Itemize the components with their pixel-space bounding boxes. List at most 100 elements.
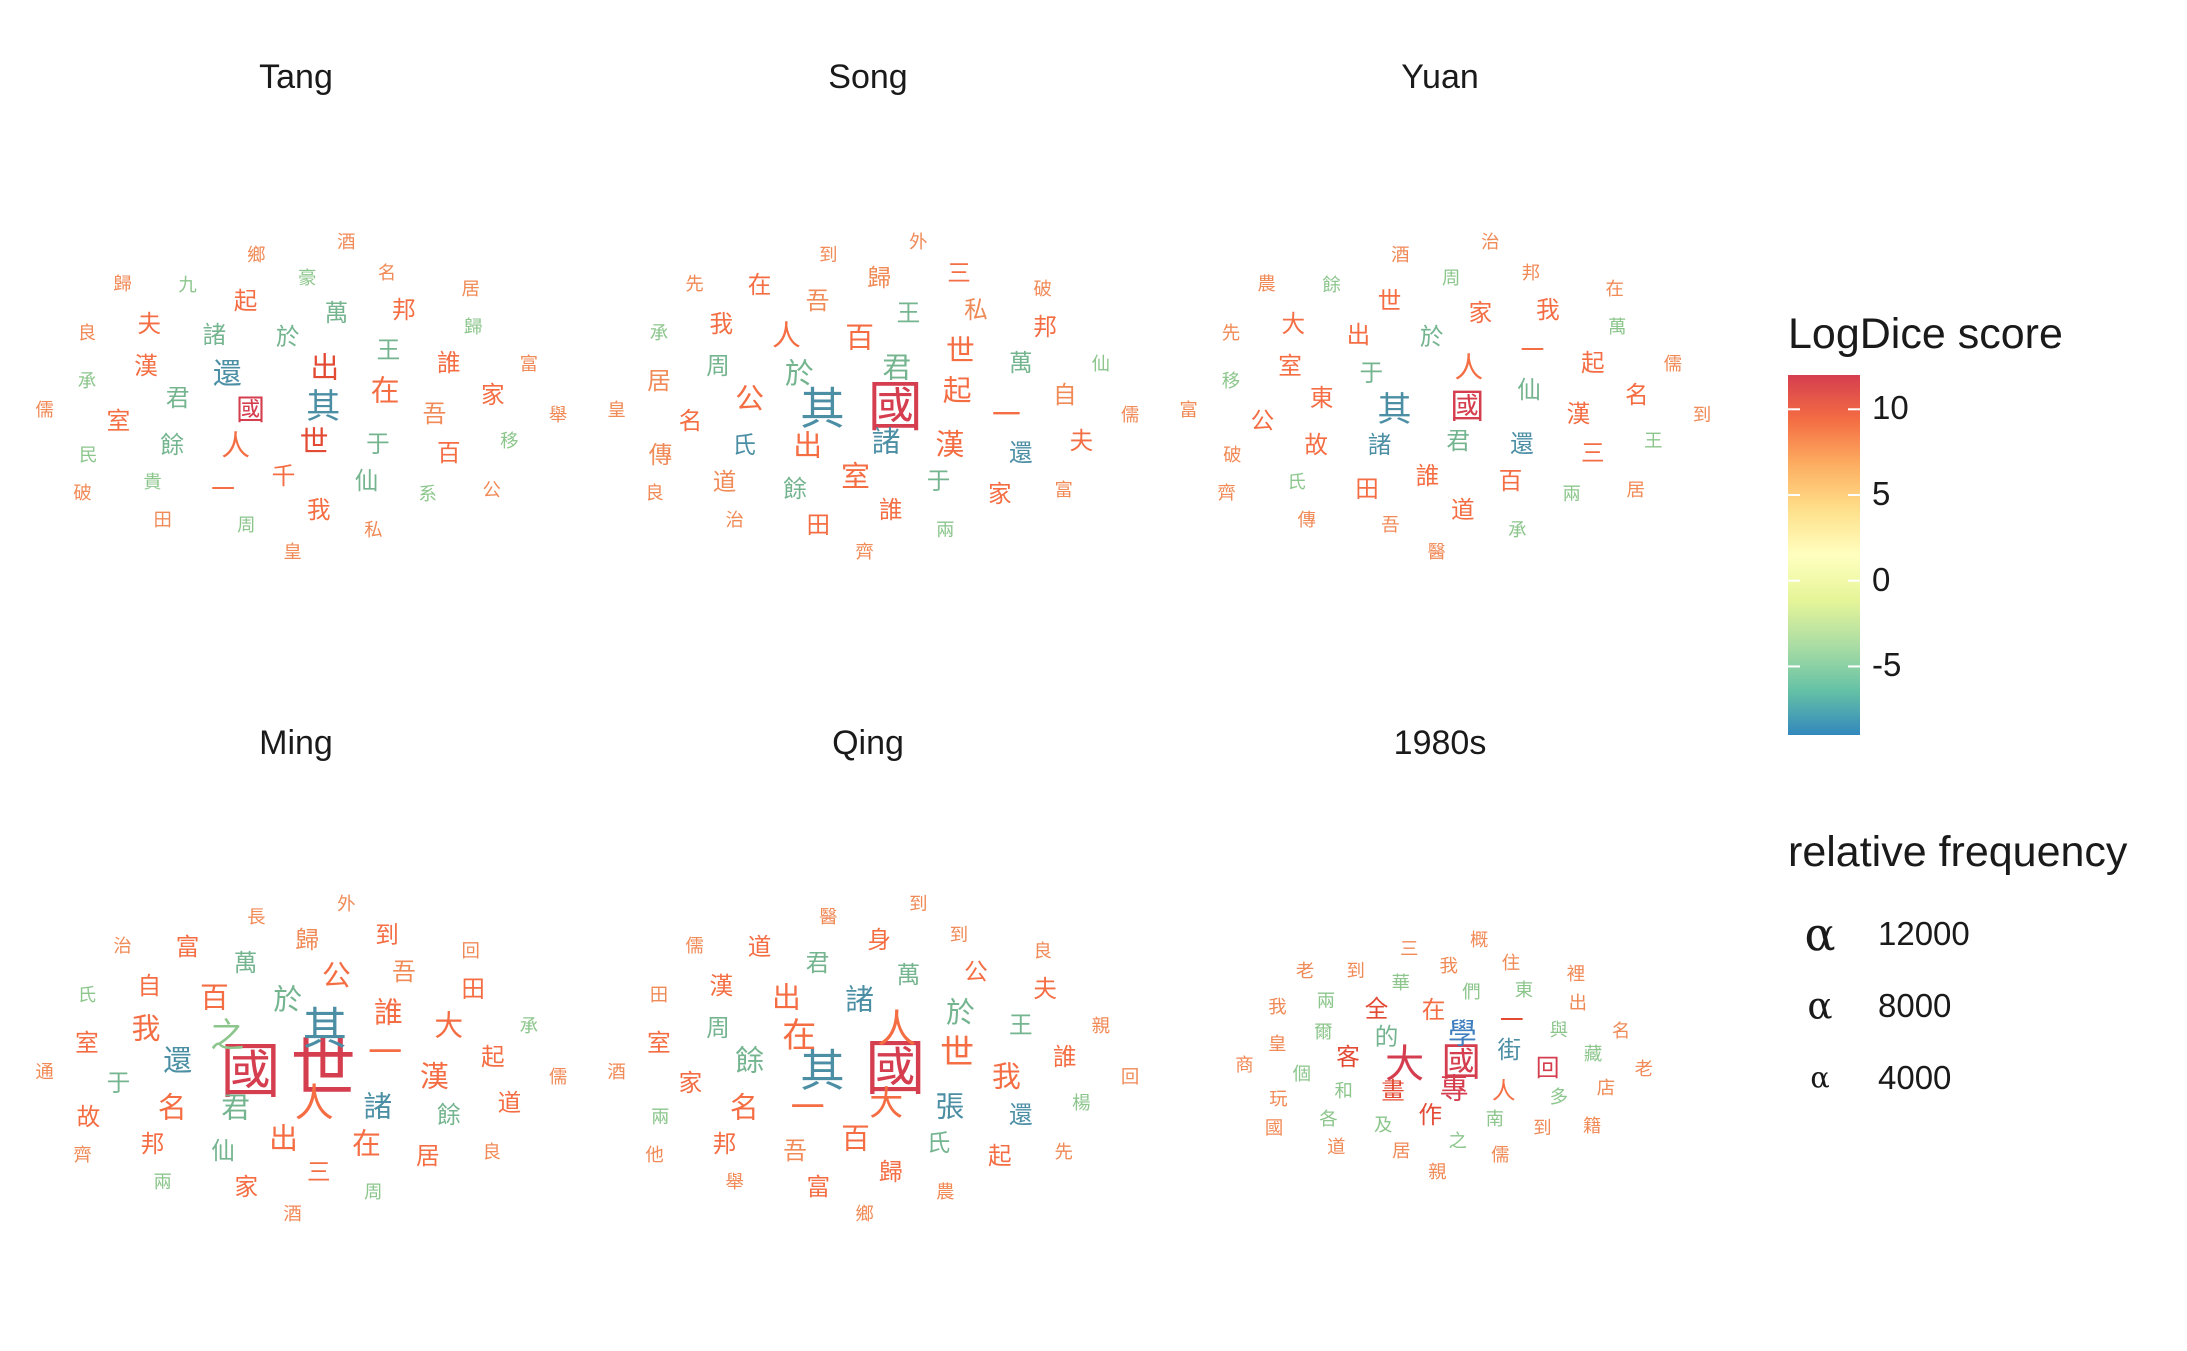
word-song-5: 于 xyxy=(926,467,951,496)
word-tang-24: 漢 xyxy=(134,351,158,380)
word-1980s-45: 老 xyxy=(1295,960,1315,982)
word-yuan-8: 於 xyxy=(1419,323,1444,352)
word-song-11: 承 xyxy=(649,322,669,344)
word-1980s-32: 儒 xyxy=(1490,1145,1510,1166)
word-tang-30: 富 xyxy=(519,353,539,375)
word-1980s-33: 我 xyxy=(1268,996,1287,1018)
size-legend-glyph: α xyxy=(1810,1060,1830,1095)
word-tang-25: 在 xyxy=(370,373,400,408)
word-qing-16: 到 xyxy=(949,924,969,946)
word-yuan-35: 富 xyxy=(1179,399,1198,421)
word-yuan-20: 誰 xyxy=(1415,461,1440,490)
word-ming-7: 萬 xyxy=(233,948,258,977)
word-1980s-5: 南 xyxy=(1485,1108,1505,1130)
word-yuan-16: 東 xyxy=(1309,384,1334,413)
word-qing-42: 一 xyxy=(790,1087,825,1128)
word-yuan-13: 還 xyxy=(1510,430,1534,459)
word-tang-35: 室 xyxy=(106,407,131,436)
word-song-23: 漢 xyxy=(935,427,965,462)
word-ming-26: 自 xyxy=(137,972,162,1001)
word-qing-33: 室 xyxy=(647,1029,671,1058)
word-tang-41: 人 xyxy=(221,428,251,463)
word-song-32: 富 xyxy=(1054,480,1073,502)
word-yuan-48: 齊 xyxy=(1217,483,1236,505)
color-legend-tick-label: 0 xyxy=(1872,560,1891,598)
size-legend-label: 4000 xyxy=(1878,1059,1952,1096)
word-ming-12: 于 xyxy=(106,1069,131,1098)
word-tang-20: 萬 xyxy=(324,299,349,328)
word-ming-0: 世 xyxy=(290,1030,356,1107)
word-yuan-9: 兩 xyxy=(1562,483,1581,505)
word-ming-45: 儒 xyxy=(548,1066,568,1088)
word-tang-1: 出 xyxy=(310,350,340,385)
word-qing-37: 親 xyxy=(1091,1015,1111,1037)
word-ming-23: 長 xyxy=(247,906,266,928)
word-tang-37: 我 xyxy=(306,496,331,525)
word-tang-44: 家 xyxy=(481,381,505,410)
word-yuan-1: 其 xyxy=(1377,389,1412,430)
word-tang-9: 系 xyxy=(418,483,437,505)
word-yuan-26: 儒 xyxy=(1663,353,1683,375)
word-1980s-23: 出 xyxy=(1568,992,1588,1014)
word-qing-48: 他 xyxy=(645,1145,664,1167)
word-qing-36: 富 xyxy=(806,1173,831,1201)
word-ming-9: 餘 xyxy=(436,1100,461,1129)
word-1980s-20: 我 xyxy=(1439,956,1458,978)
word-qing-14: 還 xyxy=(1008,1100,1033,1129)
word-yuan-46: 名 xyxy=(1625,381,1649,410)
word-qing-21: 誰 xyxy=(1053,1043,1077,1072)
word-yuan-44: 農 xyxy=(1257,273,1276,295)
word-yuan-15: 王 xyxy=(1644,430,1663,452)
word-1980s-41: 全 xyxy=(1364,995,1389,1024)
word-song-44: 先 xyxy=(685,273,704,295)
word-qing-38: 舉 xyxy=(725,1171,744,1193)
word-ming-19: 百 xyxy=(200,980,229,1015)
word-1980s-0: 國 xyxy=(1441,1040,1481,1086)
word-1980s-29: 玩 xyxy=(1269,1088,1288,1110)
word-yuan-45: 大 xyxy=(1281,310,1306,339)
word-1980s-46: 老 xyxy=(1634,1058,1654,1080)
word-qing-45: 儒 xyxy=(685,935,704,957)
word-yuan-17: 破 xyxy=(1223,444,1242,466)
word-tang-23: 還 xyxy=(212,356,242,391)
word-ming-18: 出 xyxy=(269,1121,298,1156)
facet-title-song: Song xyxy=(828,58,908,96)
word-yuan-33: 田 xyxy=(1355,475,1379,504)
word-yuan-27: 家 xyxy=(1468,299,1493,328)
word-1980s-10: 學 xyxy=(1448,1016,1477,1051)
word-song-22: 百 xyxy=(845,320,875,355)
word-song-1: 其 xyxy=(800,383,845,435)
color-legend-title: LogDice score xyxy=(1788,310,2063,358)
word-song-46: 良 xyxy=(645,483,664,505)
word-1980s-48: 國 xyxy=(1264,1117,1284,1139)
word-1980s-40: 商 xyxy=(1235,1055,1254,1077)
word-ming-35: 室 xyxy=(75,1029,99,1058)
word-qing-8: 張 xyxy=(935,1089,965,1124)
word-ming-30: 歸 xyxy=(295,926,319,955)
word-song-6: 周 xyxy=(706,351,730,380)
word-song-25: 公 xyxy=(735,381,765,416)
word-1980s-4: 們 xyxy=(1462,982,1481,1004)
word-qing-34: 田 xyxy=(649,984,669,1006)
word-yuan-36: 世 xyxy=(1377,286,1402,315)
word-song-28: 歸 xyxy=(867,264,891,293)
word-qing-24: 我 xyxy=(992,1059,1021,1094)
word-ming-39: 治 xyxy=(113,935,132,957)
word-ming-17: 誰 xyxy=(373,995,403,1030)
word-ming-36: 田 xyxy=(461,975,486,1004)
word-ming-5: 於 xyxy=(273,982,303,1017)
word-tang-15: 千 xyxy=(271,461,296,490)
word-ming-42: 大 xyxy=(434,1008,464,1043)
word-qing-15: 家 xyxy=(678,1069,703,1098)
word-song-16: 治 xyxy=(725,509,744,531)
word-song-9: 餘 xyxy=(783,475,807,504)
word-tang-3: 世 xyxy=(299,424,329,459)
word-song-30: 世 xyxy=(945,333,975,368)
word-song-42: 破 xyxy=(1033,278,1052,300)
word-song-7: 諸 xyxy=(871,424,901,459)
word-yuan-32: 起 xyxy=(1580,348,1605,377)
word-ming-40: 在 xyxy=(352,1126,381,1161)
word-yuan-23: 承 xyxy=(1508,519,1527,541)
word-song-26: 自 xyxy=(1053,381,1077,410)
